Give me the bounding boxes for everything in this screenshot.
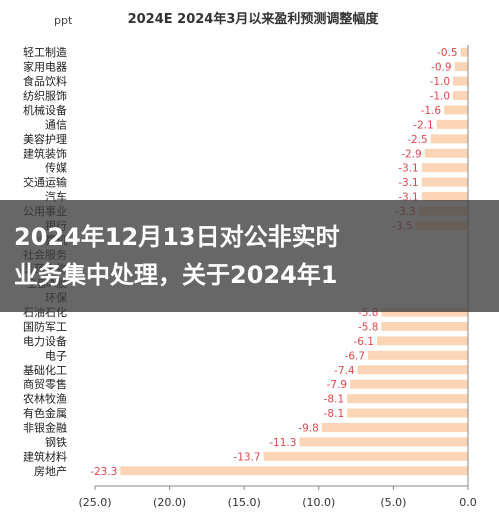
- data-label: -6.7: [345, 350, 366, 362]
- bar: [347, 408, 468, 418]
- category-label: 国防军工: [23, 319, 67, 333]
- bar: [368, 350, 468, 360]
- bar: [350, 379, 468, 389]
- data-label: -3.1: [398, 177, 419, 189]
- bar: [299, 437, 468, 447]
- category-label: 美容护理: [23, 132, 67, 146]
- category-label: 轻工制造: [23, 45, 67, 59]
- bar: [453, 91, 468, 100]
- bar: [424, 148, 468, 158]
- data-label: -2.5: [407, 134, 428, 146]
- category-label: 传媒: [45, 162, 67, 175]
- headline-line-2: 业务集中处理，关于2024年1: [14, 261, 338, 289]
- data-label: -23.3: [90, 466, 117, 478]
- category-label: 建筑材料: [23, 449, 67, 463]
- data-label: -6.1: [353, 336, 374, 348]
- category-label: 有色金属: [23, 406, 67, 420]
- x-tick-label: (15.0): [228, 496, 261, 509]
- category-label: 食品饮料: [23, 74, 67, 88]
- data-label: -2.9: [401, 148, 422, 160]
- unit-label: ppt: [54, 14, 73, 27]
- category-label: 电力设备: [23, 334, 67, 348]
- data-label: -0.9: [431, 62, 452, 74]
- bar: [381, 321, 468, 331]
- category-label: 交通运输: [23, 175, 67, 189]
- category-label: 房地产: [34, 464, 67, 478]
- data-label: -1.6: [421, 105, 442, 117]
- data-label: -8.1: [324, 394, 345, 406]
- category-label: 通信: [45, 118, 67, 131]
- bar: [444, 105, 468, 115]
- category-label: 纺织服饰: [23, 89, 67, 103]
- data-label: -13.7: [233, 451, 260, 463]
- category-label: 机械设备: [23, 103, 67, 117]
- x-tick-label: (10.0): [302, 496, 335, 509]
- bar: [381, 307, 468, 317]
- bar: [421, 192, 468, 202]
- data-label: -3.1: [398, 163, 419, 175]
- data-label: -5.8: [358, 321, 379, 333]
- bar: [263, 451, 468, 461]
- bar: [453, 76, 468, 86]
- x-tick-label: (20.0): [153, 496, 186, 509]
- category-label: 基础化工: [23, 363, 67, 377]
- data-label: -0.5: [437, 47, 458, 59]
- headline-line-1: 2024年12月13日对公非实时: [14, 223, 340, 251]
- x-tick-label: 0.0: [459, 496, 477, 509]
- category-label: 非银金融: [23, 420, 67, 434]
- bar: [454, 62, 468, 72]
- category-label: 农林牧渔: [23, 392, 67, 406]
- bar: [421, 163, 468, 173]
- category-label: 建筑装饰: [23, 146, 67, 160]
- category-label: 电子: [45, 349, 67, 362]
- data-label: -11.3: [269, 437, 296, 449]
- bar: [460, 47, 468, 57]
- bar: [436, 119, 468, 129]
- data-label: -7.4: [334, 365, 355, 377]
- data-label: -2.1: [413, 119, 434, 131]
- bar: [321, 423, 468, 432]
- category-label: 家用电器: [23, 60, 67, 74]
- chart-title: 2024E 2024年3月以来盈利预测调整幅度: [128, 11, 380, 27]
- data-label: -1.0: [430, 76, 451, 88]
- data-label: -1.0: [430, 91, 451, 103]
- bar: [376, 336, 468, 346]
- category-label: 商贸零售: [23, 377, 67, 391]
- bar: [421, 177, 468, 187]
- bar: [430, 134, 468, 144]
- x-tick-label: (25.0): [78, 496, 111, 509]
- bar: [357, 365, 468, 375]
- bar: [347, 394, 468, 404]
- data-label: -8.1: [324, 408, 345, 420]
- bar: [120, 466, 468, 476]
- data-label: -7.9: [327, 379, 348, 391]
- data-label: -9.8: [298, 422, 319, 434]
- x-tick-label: (5.0): [380, 496, 406, 509]
- category-label: 钢铁: [45, 436, 67, 449]
- headline-overlay: 2024年12月13日对公非实时 业务集中处理，关于2024年1: [0, 200, 499, 312]
